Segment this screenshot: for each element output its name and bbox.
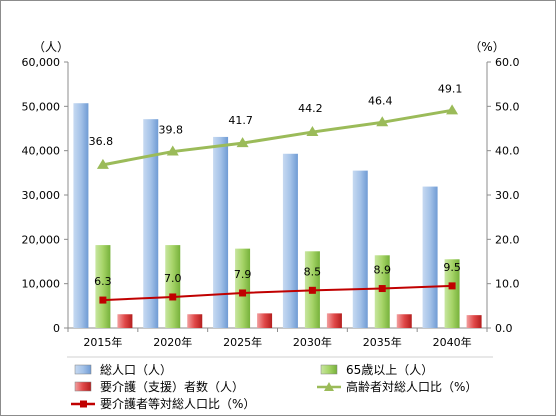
legend-label: 要介護（支援）者数（人） [100,379,244,394]
left-axis-tick-label: 40,000 [22,145,61,158]
legend: 総人口（人） 65歳以上（人） 要介護（支援）者数（人） 高齢者対総人口比（%） 要介護… [67,356,493,411]
left-axis-tick-label: 50,000 [22,100,61,113]
marker-要介護者等対総人口比（%）-2020年 [169,293,177,301]
bar-65歳以上（人）-2025年 [235,248,251,328]
marker-高齢者対総人口比（%）-2025年 [236,137,249,148]
bar-65歳以上（人）-2040年 [444,259,460,328]
bar-総人口（人）-2035年 [352,170,368,328]
left-axis-tick-label: 20,000 [22,233,61,246]
right-axis-tick-label: 60.0 [495,56,520,69]
legend-label: 高齢者対総人口比（%） [346,379,477,394]
data-label-高齢者対総人口比（%）-2025年: 41.7 [228,114,253,127]
marker-高齢者対総人口比（%）-2030年 [306,126,319,137]
left-axis-tick-label: 10,000 [22,278,61,291]
bar-要介護（支援）者数（人）-2015年 [117,314,133,328]
left-axis-tick-label: 0 [53,322,60,335]
marker-要介護者等対総人口比（%）-2040年 [448,282,456,290]
legend-swatch-marker [80,400,87,408]
x-axis-tick-label: 2025年 [223,335,262,349]
data-label-要介護者等対総人口比（%）-2030年: 8.5 [304,265,322,278]
marker-高齢者対総人口比（%）-2015年 [96,158,109,169]
x-axis-tick-label: 2030年 [293,335,332,349]
bar-総人口（人）-2025年 [213,136,229,328]
marker-高齢者対総人口比（%）-2020年 [166,145,179,156]
data-label-要介護者等対総人口比（%）-2020年: 7.0 [164,272,182,285]
lines-layer [96,104,459,304]
data-label-要介護者等対総人口比（%）-2040年: 9.5 [443,261,461,274]
data-label-高齢者対総人口比（%）-2030年: 44.2 [298,102,323,115]
bar-総人口（人）-2030年 [282,153,298,328]
data-label-高齢者対総人口比（%）-2015年: 36.8 [89,135,114,148]
marker-要介護者等対総人口比（%）-2030年 [308,286,316,294]
data-label-高齢者対総人口比（%）-2020年: 39.8 [159,124,184,137]
line-高齢者対総人口比（%） [102,108,453,167]
bar-要介護（支援）者数（人）-2035年 [396,314,412,328]
legend-swatch [74,364,92,375]
right-axis-unit-label: （%） [469,40,504,54]
x-axis-tick-label: 2040年 [433,335,472,349]
axes-layer: （人） （%） 0 10,000 20,000 30,000 40,000 50,000 6… [22,40,520,349]
legend-label: 総人口（人） [100,363,172,377]
line-要介護者等対総人口比（%） [102,284,453,302]
right-axis-tick-label: 10.0 [495,278,520,291]
left-axis-tick-label: 60,000 [22,56,61,69]
x-axis-tick-label: 2035年 [363,335,402,349]
legend-label: 65歳以上（人） [346,363,433,377]
marker-高齢者対総人口比（%）-2040年 [446,104,459,115]
bar-総人口（人）-2020年 [143,119,159,328]
marker-要介護者等対総人口比（%）-2035年 [378,285,386,293]
data-label-要介護者等対総人口比（%）-2015年: 6.3 [94,275,112,288]
legend-swatch-marker [324,382,334,391]
data-label-要介護者等対総人口比（%）-2025年: 7.9 [234,268,252,281]
data-label-高齢者対総人口比（%）-2035年: 46.4 [368,94,393,107]
marker-要介護者等対総人口比（%）-2025年 [239,289,247,297]
data-label-要介護者等対総人口比（%）-2035年: 8.9 [374,264,392,277]
bar-要介護（支援）者数（人）-2030年 [326,313,342,328]
right-axis-tick-label: 50.0 [495,100,520,113]
x-axis-tick-label: 2020年 [153,335,192,349]
x-axis-tick-label: 2015年 [83,335,122,349]
bar-要介護（支援）者数（人）-2040年 [466,315,482,328]
bar-65歳以上（人）-2020年 [165,245,181,328]
bar-総人口（人）-2040年 [422,186,438,328]
right-axis-tick-label: 20.0 [495,233,520,246]
marker-要介護者等対総人口比（%）-2015年 [99,296,107,304]
left-axis-unit-label: （人） [33,40,69,54]
bar-要介護（支援）者数（人）-2020年 [187,314,203,328]
bar-65歳以上（人）-2015年 [95,245,111,328]
bar-総人口（人）-2015年 [73,103,89,328]
legend-swatch [320,364,338,375]
left-axis-tick-label: 30,000 [22,189,61,202]
legend-label: 要介護者等対総人口比（%） [100,396,255,411]
data-labels-layer: 36.8 39.8 41.7 44.2 46.4 49.1 6.3 7.0 7.9 8.5 8.9 9… [89,82,463,288]
legend-swatch [74,381,92,392]
right-axis-tick-label: 40.0 [495,145,520,158]
marker-高齢者対総人口比（%）-2035年 [376,116,389,127]
right-axis-tick-label: 30.0 [495,189,520,202]
bar-要介護（支援）者数（人）-2025年 [257,313,273,328]
right-axis-tick-label: 0.0 [495,322,513,335]
data-label-高齢者対総人口比（%）-2040年: 49.1 [438,82,463,95]
